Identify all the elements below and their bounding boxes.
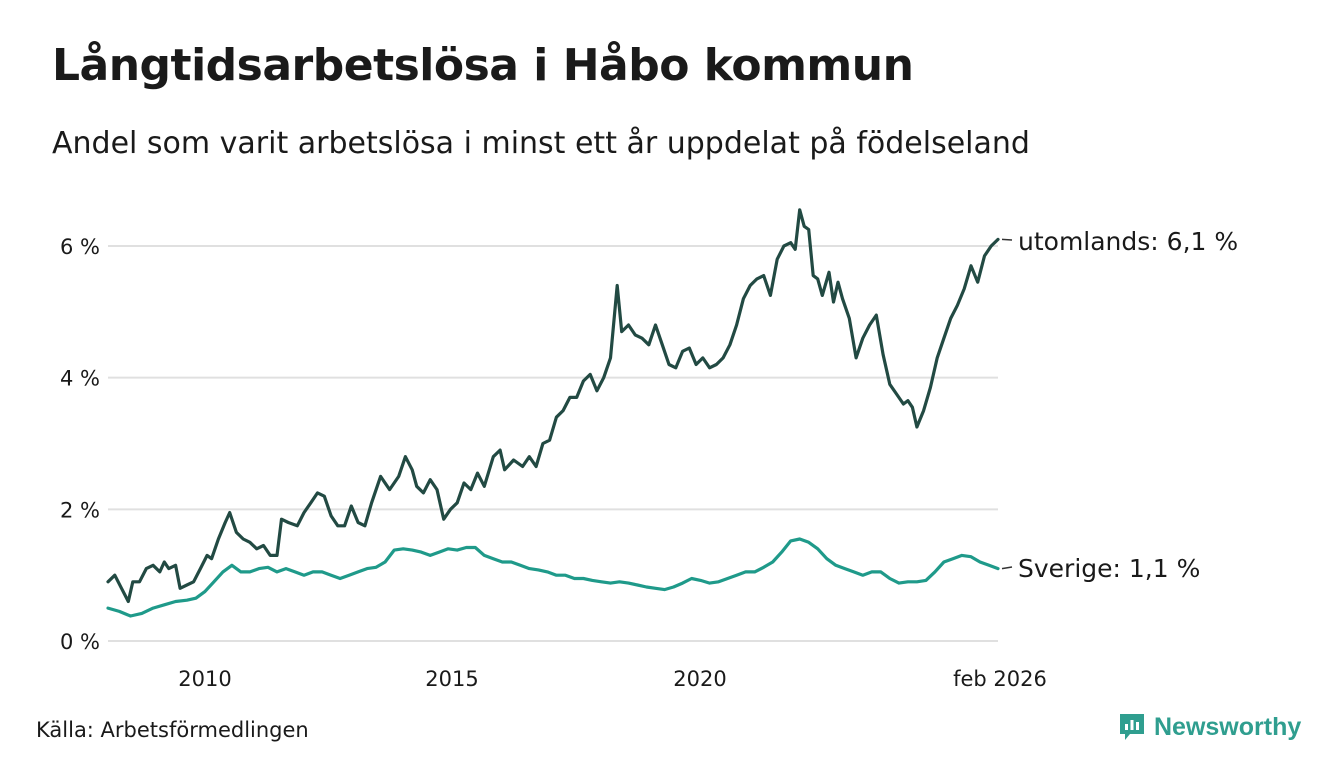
x-axis-ticks: 2010 2015 2020 feb 2026 [178, 667, 1047, 691]
y-tick-label: 6 % [60, 235, 100, 259]
x-tick-label: 2020 [673, 667, 726, 691]
end-label-leader [1001, 566, 1013, 570]
brand-name: Newsworthy [1154, 712, 1302, 741]
brand-logo[interactable]: Newsworthy [1118, 712, 1301, 742]
series [106, 208, 1000, 618]
end-labels: utomlands: 6,1 % Sverige: 1,1 % [1001, 227, 1238, 583]
series-line-sverige [106, 537, 1000, 618]
end-label-leader [1001, 238, 1013, 241]
end-label-sverige: Sverige: 1,1 % [1018, 554, 1200, 583]
x-tick-label: feb 2026 [953, 667, 1047, 691]
series-line-utomlands [106, 208, 1000, 604]
gridlines [108, 245, 998, 642]
x-tick-label: 2015 [425, 667, 478, 691]
y-tick-label: 4 % [60, 367, 100, 391]
chart-title: Långtidsarbetslösa i Håbo kommun [52, 40, 914, 91]
end-label-utomlands: utomlands: 6,1 % [1018, 227, 1238, 256]
y-tick-label: 2 % [60, 498, 100, 522]
y-axis-ticks: 0 % 2 % 4 % 6 % [60, 235, 100, 654]
chart-subtitle: Andel som varit arbetslösa i minst ett å… [52, 126, 1030, 161]
source-note: Källa: Arbetsförmedlingen [36, 718, 309, 742]
x-tick-label: 2010 [178, 667, 231, 691]
y-tick-label: 0 % [60, 630, 100, 654]
newsworthy-logo-icon [1120, 714, 1144, 740]
